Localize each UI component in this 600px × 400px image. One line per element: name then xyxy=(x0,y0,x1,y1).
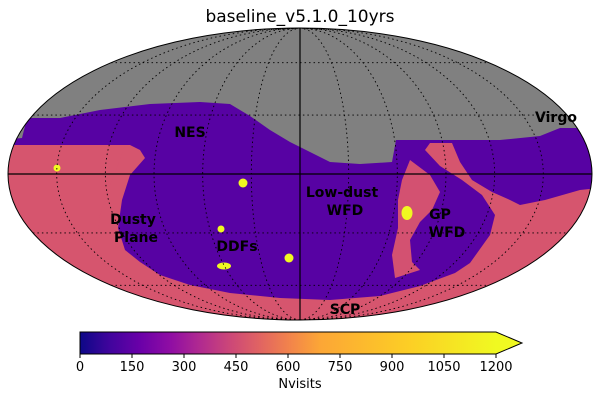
colorbar-tick-label: 600 xyxy=(276,360,301,375)
ddf-spot xyxy=(238,178,248,188)
chart-title: baseline_v5.1.0_10yrs xyxy=(205,7,394,27)
ddf-spot xyxy=(53,164,61,172)
colorbar-tick-label: 150 xyxy=(120,360,145,375)
meridian-line xyxy=(202,28,301,320)
colorbar-gradient-low xyxy=(80,332,320,354)
region-label-scp: SCP xyxy=(330,302,361,318)
meridian-line xyxy=(153,28,301,320)
region-label-nes: NES xyxy=(174,125,205,141)
meridian-line xyxy=(299,28,350,320)
colorbar-outline xyxy=(79,331,524,355)
colorbar-tick-label: 750 xyxy=(328,360,353,375)
ddf-spot xyxy=(217,225,225,233)
meridian-line xyxy=(299,28,447,320)
region-label-dusty-plane: Dusty Plane xyxy=(110,212,158,246)
ddf-spot xyxy=(401,206,413,220)
colorbar-label: Nvisits xyxy=(278,377,322,392)
coordinate-grid xyxy=(8,28,592,320)
region-labels: NES Virgo Low-dust WFD Dusty Plane GP WFD DDFs SC… xyxy=(110,110,577,318)
ddf-spot xyxy=(217,262,231,270)
meridian-line xyxy=(299,28,496,320)
ddf-spot xyxy=(284,253,294,263)
colorbar-ticks: 0 150 300 450 600 750 900 1050 1200 xyxy=(76,354,513,375)
region-label-low-dust-wfd: Low-dust WFD xyxy=(306,185,379,219)
colorbar: 0 150 300 450 600 750 900 1050 1200 Nvisits xyxy=(76,331,524,392)
colorbar-tick-label: 900 xyxy=(380,360,405,375)
region-label-virgo: Virgo xyxy=(535,110,577,126)
meridian-line xyxy=(56,28,301,320)
colorbar-tick-label: 0 xyxy=(76,360,84,375)
meridian-line xyxy=(104,28,301,320)
colorbar-extend-arrow xyxy=(496,332,522,354)
region-label-ddfs: DDFs xyxy=(216,239,257,255)
colorbar-tick-label: 1050 xyxy=(427,360,460,375)
colorbar-tick-label: 1200 xyxy=(479,360,512,375)
map-outline xyxy=(7,27,593,321)
meridian-line xyxy=(299,28,544,320)
colorbar-gradient-high xyxy=(320,332,496,354)
region-label-gp-wfd: GP WFD xyxy=(429,207,466,241)
meridian-line xyxy=(299,28,398,320)
colorbar-tick-label: 450 xyxy=(224,360,249,375)
gp-wfd-region xyxy=(392,160,440,278)
colorbar-tick-label: 300 xyxy=(172,360,197,375)
meridian-line xyxy=(250,28,301,320)
